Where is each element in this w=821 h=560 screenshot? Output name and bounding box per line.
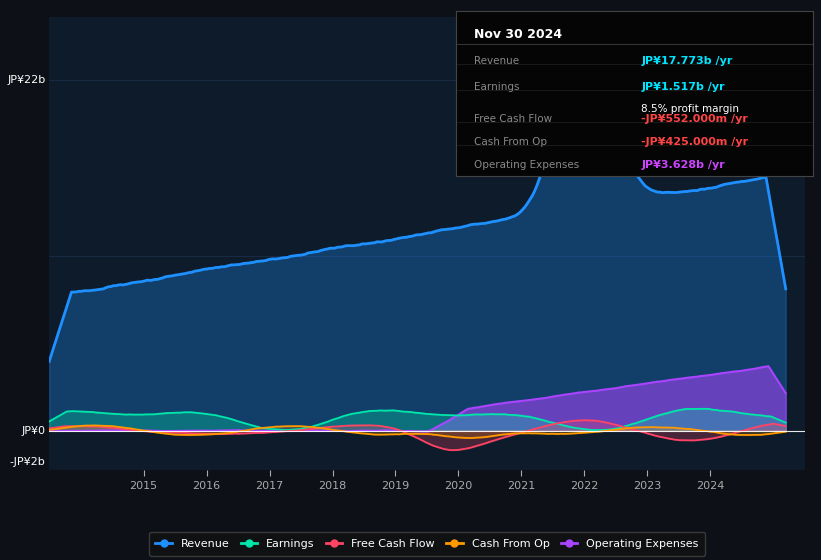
- Text: JP¥17.773b /yr: JP¥17.773b /yr: [641, 56, 732, 66]
- Text: Earnings: Earnings: [474, 82, 519, 92]
- Text: -JP¥552.000m /yr: -JP¥552.000m /yr: [641, 114, 748, 124]
- Text: Revenue: Revenue: [474, 56, 519, 66]
- Text: JP¥1.517b /yr: JP¥1.517b /yr: [641, 82, 725, 92]
- Text: Nov 30 2024: Nov 30 2024: [474, 28, 562, 41]
- Text: JP¥22b: JP¥22b: [7, 76, 45, 86]
- Text: Operating Expenses: Operating Expenses: [474, 160, 579, 170]
- Legend: Revenue, Earnings, Free Cash Flow, Cash From Op, Operating Expenses: Revenue, Earnings, Free Cash Flow, Cash …: [149, 532, 705, 556]
- Text: -JP¥425.000m /yr: -JP¥425.000m /yr: [641, 137, 749, 147]
- Text: -JP¥2b: -JP¥2b: [10, 458, 45, 468]
- Text: JP¥0: JP¥0: [21, 426, 45, 436]
- Text: JP¥3.628b /yr: JP¥3.628b /yr: [641, 160, 725, 170]
- Text: Free Cash Flow: Free Cash Flow: [474, 114, 552, 124]
- Text: 8.5% profit margin: 8.5% profit margin: [641, 104, 740, 114]
- Text: Cash From Op: Cash From Op: [474, 137, 547, 147]
